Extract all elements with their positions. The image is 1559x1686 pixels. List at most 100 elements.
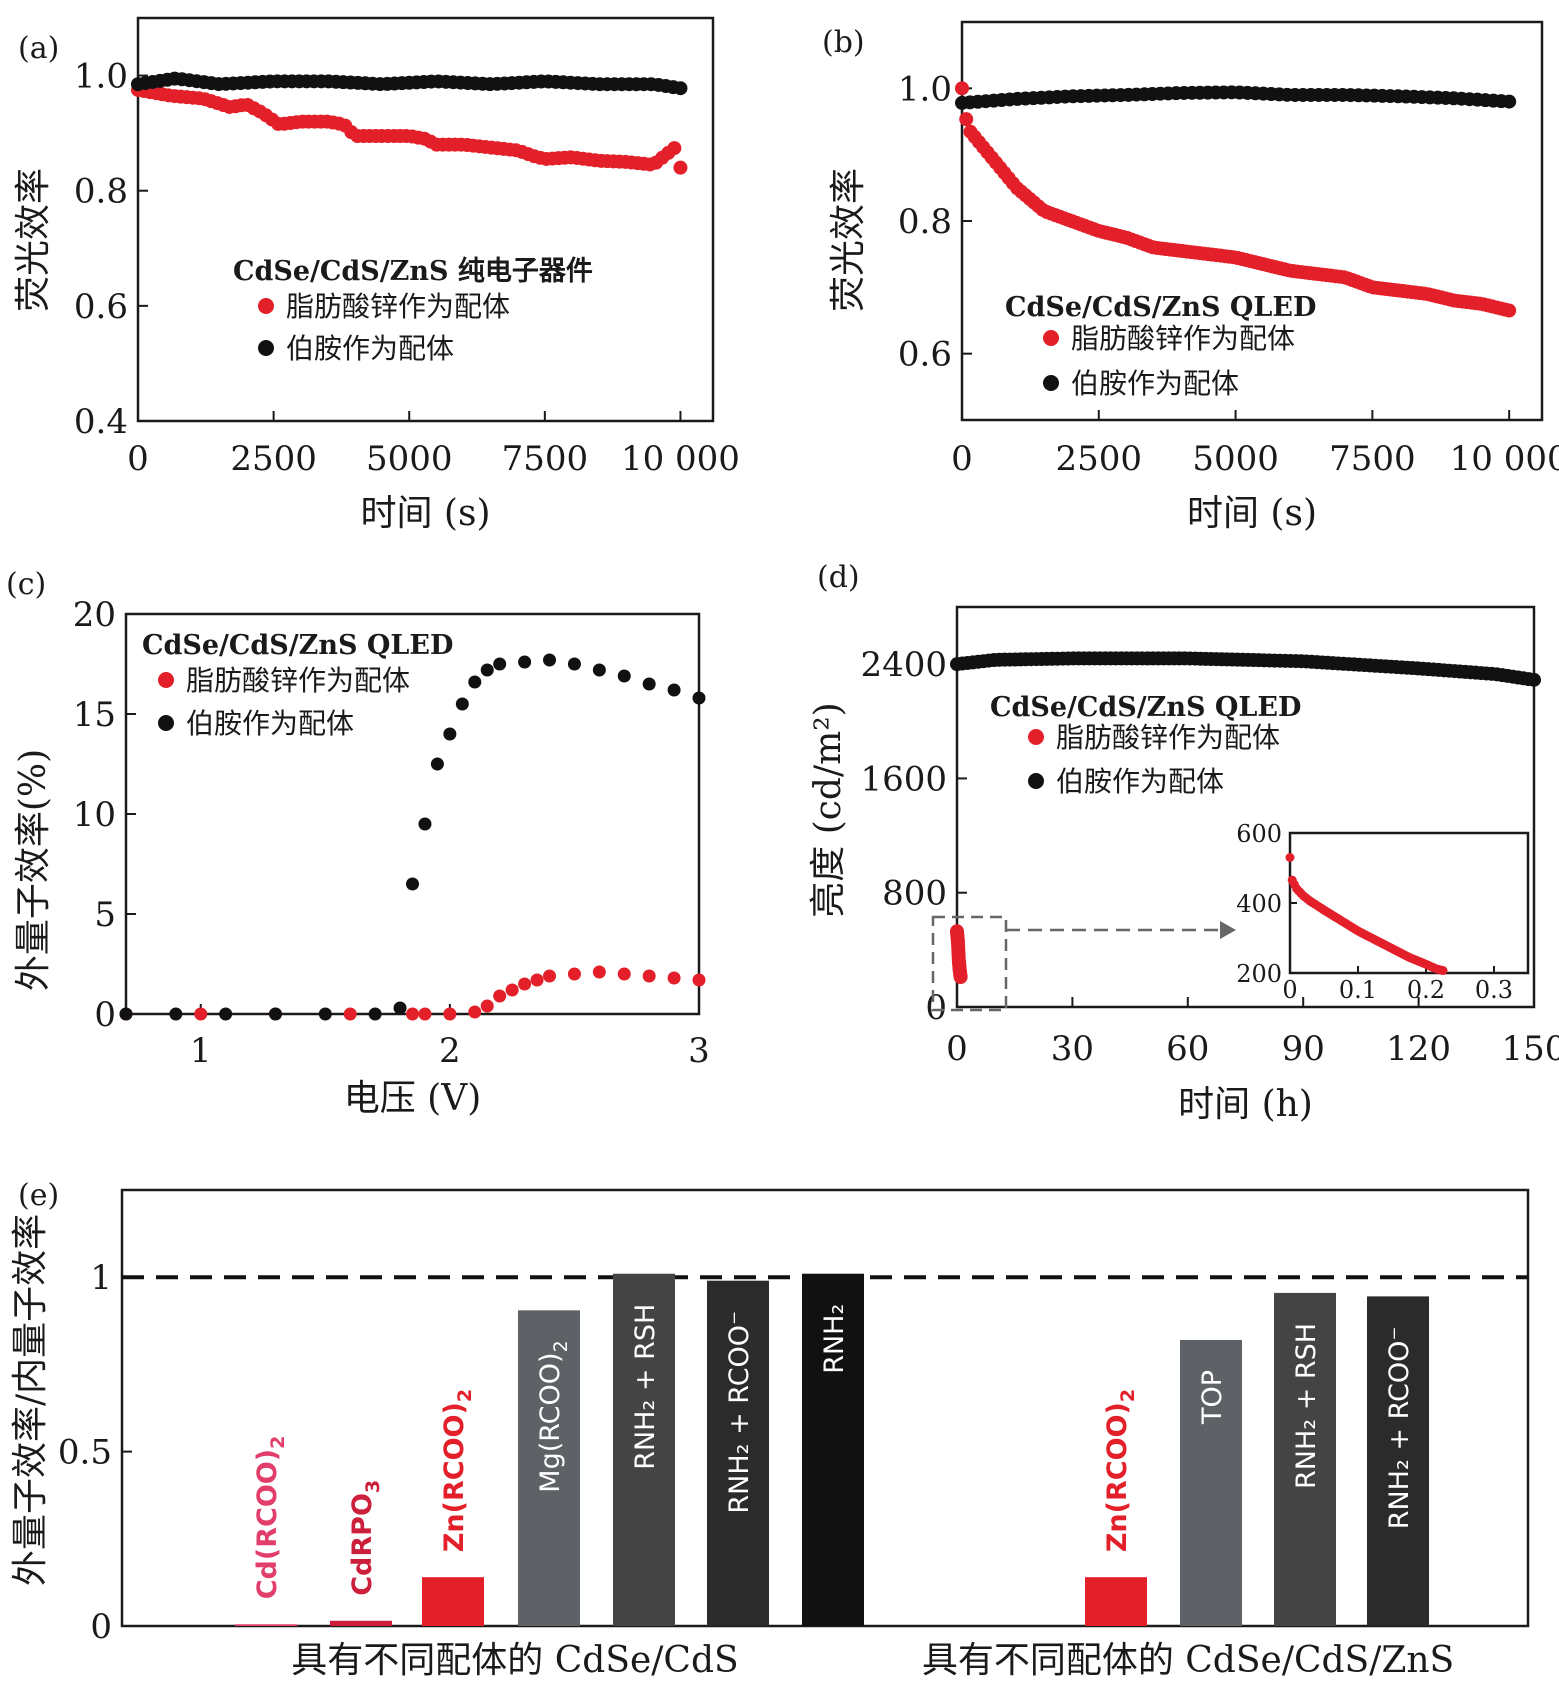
bar [613, 1273, 675, 1626]
data-point [592, 663, 606, 677]
bar [1367, 1296, 1429, 1626]
panel-label-b: (b) [822, 25, 865, 60]
data-point [219, 1007, 233, 1021]
legend-marker [1028, 729, 1044, 745]
y-tick-label-a: 0.4 [74, 402, 128, 442]
y-tick-label-c: 10 [73, 795, 116, 835]
legend-entry-c-0: 脂肪酸锌作为配体 [186, 664, 410, 697]
data-point [169, 1007, 183, 1021]
data-point [455, 697, 469, 711]
chart-panel-b: (b) 0 2500 5000 7500 10 000 0.6 0.8 1.0 时间 (s) 荧光效… [822, 20, 1559, 534]
inset-data-point [1285, 853, 1295, 862]
bar [802, 1273, 864, 1626]
x-axis-label-a: 时间 (s) [360, 493, 490, 534]
group-label-1: 具有不同配体的 CdSe/CdS/ZnS [922, 1640, 1454, 1681]
data-point [673, 81, 688, 96]
legend-entry-a-0: 脂肪酸锌作为配体 [286, 290, 510, 323]
data-point [418, 817, 432, 831]
data-point [617, 967, 631, 981]
y-tick-label-b: 1.0 [898, 69, 952, 109]
y-tick-label-e: 0 [90, 1607, 112, 1647]
y-tick-label-a: 0.6 [74, 287, 128, 327]
bar-label: RNH₂ + RCOO⁻ [1384, 1326, 1415, 1529]
legend-marker [1028, 773, 1044, 789]
data-point [567, 967, 581, 981]
x-tick-label-b: 7500 [1329, 439, 1416, 479]
series-d-0 [950, 924, 968, 984]
legend-entry-c-1: 伯胺作为配体 [186, 707, 354, 740]
y-axis-label-d: 亮度 (cd/m²) [808, 702, 849, 917]
plot-frame-d [955, 605, 1536, 1009]
x-tick-label-a: 0 [127, 439, 149, 479]
bar-label: Cd(RCOO)2 [252, 1436, 289, 1600]
data-point [406, 1007, 419, 1021]
inset-y-tick-label: 400 [1236, 890, 1282, 918]
data-point [1502, 303, 1517, 318]
series-a-0 [131, 82, 688, 175]
data-point [617, 669, 631, 683]
data-point [667, 141, 682, 156]
group-label-0: 具有不同配体的 CdSe/CdS [291, 1640, 738, 1681]
bar-label: Zn(RCOO)2 [1102, 1389, 1139, 1552]
legend-marker [158, 672, 174, 688]
y-tick-label-d: 2400 [860, 645, 947, 685]
series-a-1 [131, 71, 688, 96]
x-tick-label-d: 60 [1166, 1029, 1209, 1069]
panel-label-d: (d) [817, 560, 860, 595]
data-point [543, 653, 557, 667]
y-tick-label-d: 1600 [860, 759, 947, 799]
series-b-0 [955, 81, 1517, 318]
data-point [119, 1007, 133, 1021]
x-tick-label-b: 2500 [1056, 439, 1143, 479]
inset-x-tick-label: 0.1 [1339, 976, 1377, 1004]
series-c-0 [119, 965, 706, 1021]
data-point [543, 969, 557, 983]
x-tick-label-b: 5000 [1192, 439, 1279, 479]
x-axis-label-c: 电压 (V) [344, 1078, 482, 1119]
bar [1085, 1577, 1147, 1626]
y-axis-label-e: 外量子效率/内量子效率 [10, 1214, 51, 1586]
data-point [194, 1007, 208, 1021]
x-tick-label-d: 150 [1502, 1029, 1559, 1069]
inset-x-tick-label: 0 [1282, 976, 1297, 1004]
bar-label: RNH₂ + RSH [630, 1304, 661, 1470]
x-tick-label-d: 30 [1051, 1029, 1094, 1069]
inset-frame [1288, 831, 1530, 975]
inset-d: 0 0.1 0.2 0.3 200 400 600 [1236, 820, 1530, 1004]
data-point [592, 965, 606, 979]
data-point [443, 1007, 457, 1021]
chart-panel-c: (c) 1 2 3 0 5 10 15 20 电压 (V) 外量子效率(%) CdSe/CdS/ZnS… [6, 567, 710, 1119]
bar [422, 1577, 484, 1626]
legend-entry-a-1: 伯胺作为配体 [286, 332, 454, 365]
chart-panel-d: (d) 0 30 60 90 120 150 0 800 1600 2400 时间 (h) 亮度 (cd… [808, 560, 1559, 1125]
series-c-1 [119, 653, 706, 1021]
y-tick-label-d: 0 [925, 988, 947, 1028]
inset-x-tick-label: 0.3 [1475, 976, 1513, 1004]
x-tick-label-a: 7500 [502, 439, 589, 479]
data-point [493, 657, 507, 671]
data-point [368, 1007, 382, 1021]
data-point [430, 757, 444, 771]
x-tick-label-b: 0 [951, 439, 973, 479]
data-point [518, 655, 532, 669]
panel-label-a: (a) [18, 31, 59, 66]
legend-marker [158, 715, 174, 731]
data-point [953, 970, 968, 984]
data-point [518, 977, 532, 991]
bar-group-0: 具有不同配体的 CdSe/CdS Cd(RCOO)2 CdRPO3 Zn(RCOO)2… [235, 1273, 864, 1681]
data-point [1527, 672, 1541, 687]
bar [707, 1280, 769, 1626]
data-point [480, 663, 494, 677]
inset-data-point [1438, 966, 1448, 976]
y-tick-label-c: 5 [94, 895, 116, 935]
legend-marker [258, 340, 274, 356]
data-point [468, 675, 482, 689]
data-point [318, 1007, 332, 1021]
x-tick-label-c: 1 [190, 1031, 212, 1071]
data-point [393, 1001, 407, 1015]
legend-title-b: CdSe/CdS/ZnS QLED [1005, 292, 1316, 323]
inset-y-tick-label: 600 [1236, 820, 1282, 848]
